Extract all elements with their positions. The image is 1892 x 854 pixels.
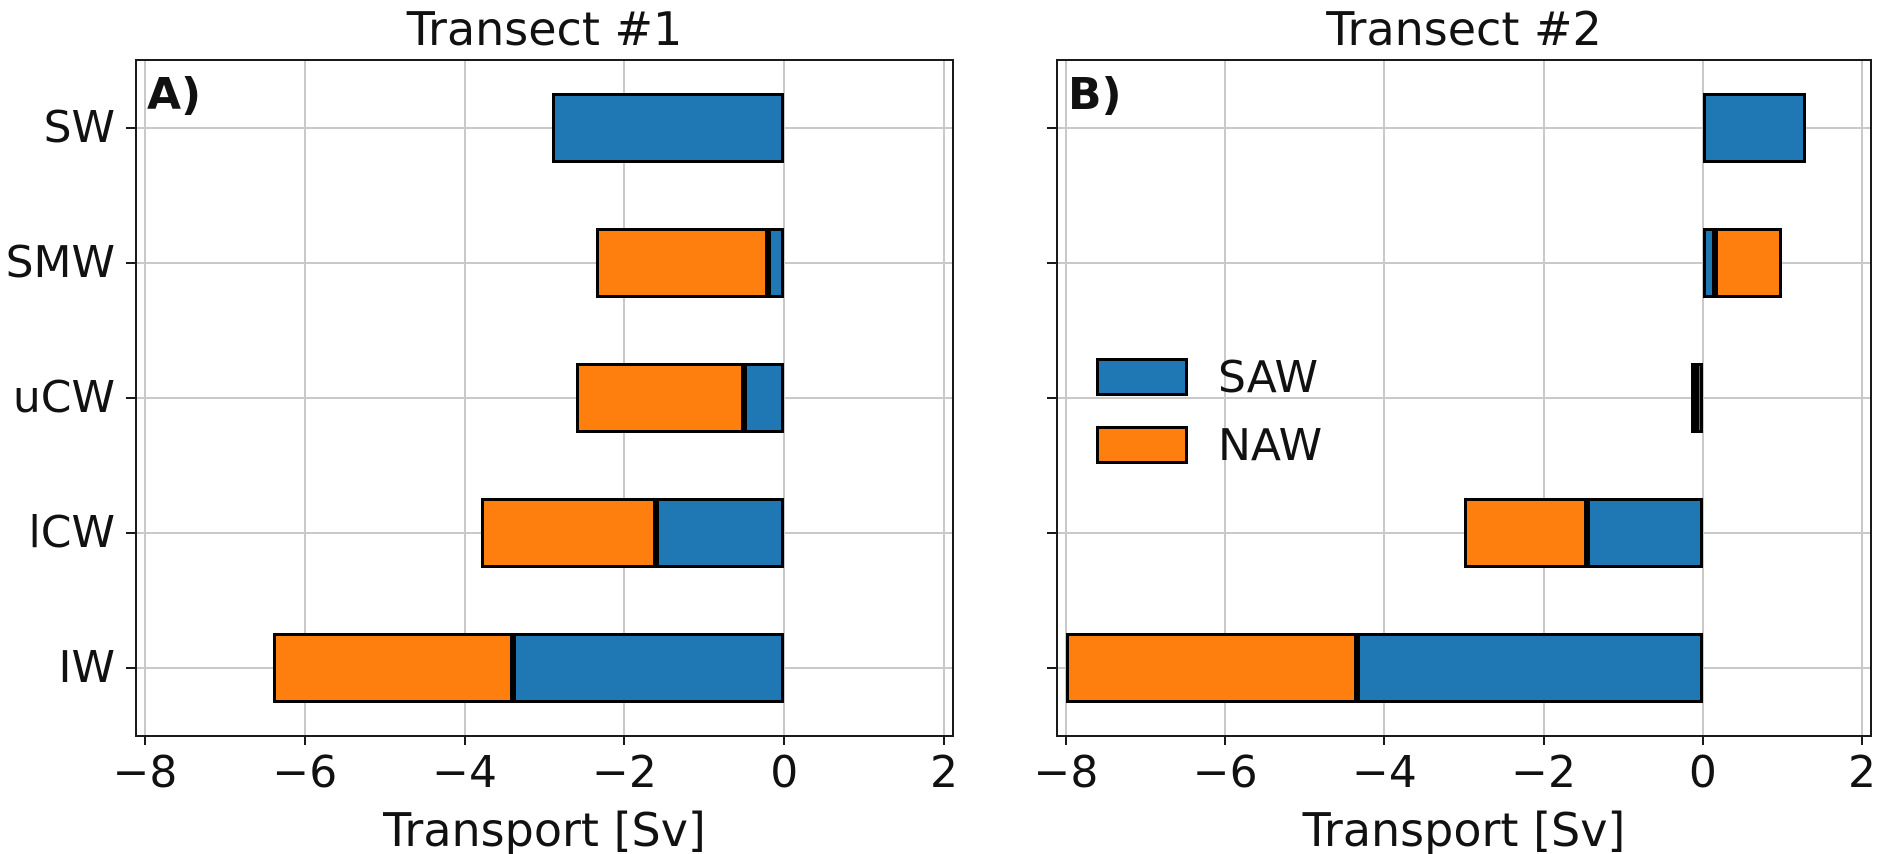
x-tick-label: 2 [1848,747,1877,798]
bar-lCW-SAW [1587,498,1703,568]
x-tick-mark [1542,735,1545,745]
bar-SW-SAW [1702,93,1807,163]
x-tick-label: −4 [432,747,498,798]
x-tick-label: −6 [1192,747,1258,798]
y-axis-category-label: SW [43,102,115,153]
bar-SMW-NAW [596,228,769,298]
legend: SAW NAW [1096,343,1322,479]
panel-a-corner-label: A) [147,69,202,120]
x-tick-label: −4 [1351,747,1417,798]
x-tick-mark [1701,735,1704,745]
y-axis-category-label: IW [58,642,115,693]
x-tick-mark [1861,735,1864,745]
bar-SMW-SAW [1702,228,1715,298]
gridline-horizontal [1058,127,1870,129]
panel-b-xlabel: Transport [Sv] [1302,803,1626,854]
bar-uCW-SAW [744,363,785,433]
y-axis-category-label: SMW [5,237,115,288]
gridline-horizontal [137,127,952,129]
bar-SW-SAW [552,93,785,163]
x-tick-mark [783,735,786,745]
bar-SMW-NAW [1714,228,1783,298]
x-tick-label: −8 [1033,747,1099,798]
bar-lCW-NAW [480,498,657,568]
x-tick-mark [623,735,626,745]
panel-b-corner-label: B) [1068,69,1122,120]
bar-IW-NAW [272,633,513,703]
x-tick-label: −2 [1511,747,1577,798]
x-tick-mark [1383,735,1386,745]
panel-transect-1: Transect #1 A) Transport [Sv] −8 −6 −4 −2 0 2… [6,4,958,854]
bar-lCW-NAW [1464,498,1588,568]
x-tick-mark [943,735,945,745]
x-tick-mark [143,735,146,745]
x-tick-label: 2 [930,747,958,798]
bar-IW-SAW [1356,633,1703,703]
y-tick-mark [126,532,135,534]
y-axis-category-label: lCW [28,507,115,558]
x-tick-label: −8 [112,747,178,798]
panel-a-title: Transect #1 [406,2,683,56]
x-tick-mark [1224,735,1227,745]
bar-uCW-SAW [1696,363,1703,433]
legend-item: NAW [1096,411,1322,479]
bar-IW-SAW [512,633,785,703]
bar-lCW-SAW [656,498,785,568]
y-tick-mark [1047,397,1056,399]
bar-SMW-SAW [768,228,785,298]
y-tick-mark [126,262,135,264]
panel-a-xlabel: Transport [Sv] [383,803,706,854]
legend-swatch-saw [1096,358,1188,396]
x-tick-label: 0 [770,747,799,798]
gridline-horizontal [137,397,952,399]
bar-uCW-NAW [576,363,745,433]
y-tick-mark [1047,127,1056,129]
legend-label: SAW [1218,351,1318,403]
legend-label: NAW [1218,419,1323,471]
x-tick-mark [1064,735,1067,745]
panel-transect-2: Transect #2 B) Transport [Sv] −8 −6 −4 −2 0 2… [1034,4,1877,854]
bar-uCW-NAW [1690,363,1697,433]
x-tick-mark [463,735,466,745]
y-tick-mark [126,667,135,669]
y-tick-mark [1047,667,1056,669]
gridline-horizontal [1058,397,1870,399]
legend-item: SAW [1096,343,1322,411]
gridline-horizontal [137,262,952,264]
y-tick-mark [126,397,135,399]
x-tick-label: 0 [1688,747,1717,798]
legend-swatch-naw [1096,426,1188,464]
x-tick-label: −2 [591,747,657,798]
x-tick-label: −6 [272,747,338,798]
y-axis-category-label: uCW [12,372,115,423]
y-tick-mark [1047,532,1056,534]
panel-b-title: Transect #2 [1326,2,1602,56]
y-tick-mark [1047,262,1056,264]
gridline-horizontal [1058,262,1870,264]
bar-IW-NAW [1065,633,1357,703]
x-tick-mark [303,735,306,745]
y-tick-mark [126,127,135,129]
